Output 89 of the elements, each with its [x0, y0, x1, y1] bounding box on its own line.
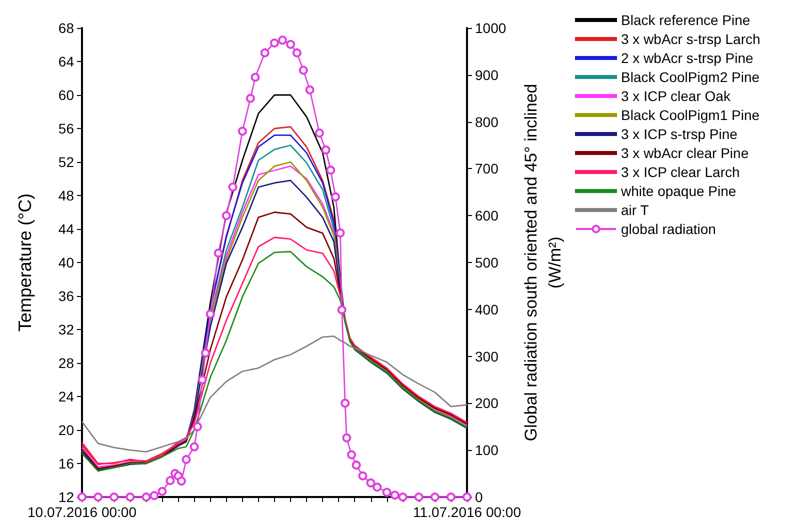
- point: [176, 476, 186, 486]
- point: [110, 492, 119, 502]
- point: [372, 482, 382, 492]
- point: [390, 490, 400, 500]
- y-axis-title: Temperature (°C): [15, 193, 35, 332]
- y2-tick-label: 500: [475, 254, 499, 270]
- x-tick-label: 10.07.2016 00:00: [28, 504, 137, 520]
- legend-label: 3 x wbAcr clear Pine: [621, 145, 749, 161]
- point: [182, 454, 191, 464]
- y2-tick-label: 400: [475, 301, 499, 318]
- point: [340, 398, 350, 408]
- point: [305, 85, 314, 94]
- point: [330, 192, 340, 202]
- point: [193, 422, 202, 432]
- point: [214, 248, 223, 258]
- point: [382, 488, 392, 497]
- point: [94, 492, 103, 502]
- y2-tick-label: 700: [475, 160, 499, 177]
- y2-tick-label: 600: [475, 208, 499, 224]
- point: [158, 486, 167, 496]
- point: [358, 471, 368, 480]
- point: [228, 182, 238, 192]
- y-tick-label: 12: [58, 489, 74, 505]
- y-tick-label: 64: [58, 54, 74, 70]
- legend-label: air T: [621, 202, 650, 218]
- legend-label: 3 x ICP s-trsp Pine: [621, 126, 738, 142]
- point: [292, 48, 302, 58]
- point: [326, 166, 336, 175]
- y-tick-label: 60: [58, 87, 74, 103]
- point: [286, 40, 296, 49]
- point: [150, 491, 159, 500]
- point: [298, 66, 308, 75]
- y-tick-label: 24: [58, 388, 74, 404]
- point: [206, 310, 215, 319]
- point: [166, 476, 175, 486]
- point: [270, 38, 279, 48]
- point: [238, 126, 247, 136]
- y2-tick-label: 900: [475, 66, 499, 83]
- x-tick-label: 11.07.2016 00:00: [413, 504, 522, 520]
- legend-label: 3 x ICP clear Oak: [621, 88, 732, 104]
- y2-tick-label: 0: [475, 489, 483, 505]
- legend-label: global radiation: [621, 221, 716, 237]
- point: [198, 375, 207, 384]
- legend-label: white opaque Pine: [620, 183, 736, 199]
- point: [366, 478, 376, 488]
- y2-tick-label: 1000: [475, 20, 506, 36]
- point: [352, 460, 361, 470]
- y-tick-label: 40: [58, 254, 74, 270]
- y2-tick-label: 100: [475, 442, 499, 458]
- point: [142, 492, 151, 502]
- point: [430, 492, 440, 502]
- legend-label: Black reference Pine: [621, 12, 750, 28]
- legend-label: Black CoolPigm2 Pine: [621, 69, 760, 85]
- y2-tick-label: 200: [475, 395, 499, 412]
- y-tick-label: 48: [58, 188, 74, 204]
- legend-label: 3 x ICP clear Larch: [621, 164, 740, 180]
- y2-tick-label: 300: [475, 348, 499, 364]
- point: [201, 348, 210, 358]
- y-tick-label: 28: [58, 355, 74, 371]
- point: [314, 128, 324, 138]
- y-tick-label: 68: [58, 20, 74, 36]
- y-tick-label: 16: [58, 456, 74, 472]
- line-series: [81, 336, 468, 452]
- point: [222, 211, 231, 220]
- y-tick-label: 20: [58, 422, 74, 438]
- point: [278, 36, 288, 45]
- y-tick-label: 32: [58, 322, 74, 338]
- legend-label: Black CoolPigm1 Pine: [621, 107, 760, 123]
- point: [321, 145, 330, 154]
- point: [190, 442, 199, 452]
- point: [336, 228, 345, 238]
- point: [347, 450, 356, 460]
- y-tick-label: 56: [58, 120, 74, 136]
- legend-label: 3 x wbAcr s-trsp Larch: [621, 31, 760, 47]
- point: [446, 492, 456, 502]
- legend-label: 2 x wbAcr s-trsp Pine: [621, 50, 754, 66]
- point: [342, 433, 352, 442]
- y-tick-label: 44: [58, 221, 74, 237]
- point: [414, 492, 424, 502]
- y-tick-label: 36: [58, 288, 74, 304]
- point: [337, 305, 346, 314]
- y2-axis-title: Global radiation south oriented and 45° inclined (W/m²): [522, 84, 564, 442]
- point: [260, 48, 270, 58]
- point: [246, 94, 255, 103]
- y2-tick-label: 800: [475, 114, 499, 130]
- point: [398, 492, 408, 502]
- y-tick-label: 52: [58, 154, 74, 170]
- point: [126, 492, 135, 502]
- point: [250, 72, 260, 82]
